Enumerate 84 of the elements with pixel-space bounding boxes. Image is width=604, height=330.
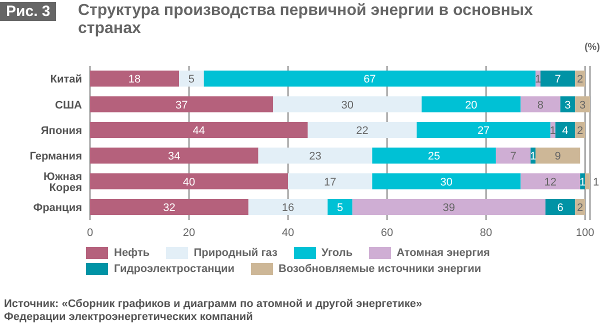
y-tick-label: Франция xyxy=(33,202,82,214)
bar xyxy=(90,173,288,190)
data-label: 3 xyxy=(580,99,586,112)
data-label: 23 xyxy=(309,150,322,163)
bar xyxy=(90,148,258,164)
bar xyxy=(204,70,536,87)
bar xyxy=(416,122,550,138)
bar xyxy=(496,148,531,164)
data-label: 30 xyxy=(341,99,354,112)
bar xyxy=(575,96,590,112)
bar xyxy=(520,96,560,112)
data-label: 44 xyxy=(192,124,206,137)
data-label: 27 xyxy=(477,124,490,137)
data-label: 22 xyxy=(356,124,368,137)
x-tick-label: 100 xyxy=(576,226,594,239)
bar xyxy=(90,70,180,87)
data-label: 8 xyxy=(537,99,544,112)
legend-label: Возобновляемые источники энергии xyxy=(278,263,482,275)
bar xyxy=(372,173,521,190)
data-label: 17 xyxy=(324,176,336,188)
bar xyxy=(540,70,576,87)
bar xyxy=(179,70,204,87)
x-tick-label: 60 xyxy=(380,226,394,239)
x-tick-label: 20 xyxy=(182,226,196,239)
chart-title: Структура производства первичной энергии в основных странах xyxy=(78,2,534,38)
y-tick-label: Китай xyxy=(50,74,82,86)
bar xyxy=(273,96,422,112)
bar xyxy=(352,198,546,215)
bar xyxy=(422,96,521,112)
data-label: 2 xyxy=(577,202,584,214)
bar xyxy=(90,122,308,138)
data-label: 9 xyxy=(554,150,561,163)
bar xyxy=(248,198,328,215)
bar xyxy=(90,96,274,112)
text: Источник: «Сборник графиков и диаграмм по атомной и другой энергетике» xyxy=(4,298,422,311)
legend-label: Нефть xyxy=(113,247,150,259)
bar xyxy=(258,148,372,164)
data-label: 2 xyxy=(577,124,584,137)
bar xyxy=(545,198,576,215)
data-label: 16 xyxy=(282,202,294,214)
data-label: 4 xyxy=(562,124,568,137)
bar xyxy=(308,122,417,138)
y-tick-label: Германия xyxy=(30,150,82,163)
data-label: 37 xyxy=(175,99,188,112)
data-label: 20 xyxy=(465,99,478,112)
bar xyxy=(520,173,580,190)
data-label: 6 xyxy=(557,202,564,214)
data-label: 34 xyxy=(168,150,180,163)
bar xyxy=(328,198,352,215)
x-tick-label: 0 xyxy=(86,226,94,239)
y-tick-label: Южная Корея xyxy=(44,170,82,194)
data-label: 67 xyxy=(364,74,376,86)
data-label: 7 xyxy=(554,74,561,86)
data-label: 25 xyxy=(428,150,440,163)
y-tick-label: США xyxy=(55,99,82,112)
data-label: 5 xyxy=(188,74,195,86)
x-axis-title: (%) xyxy=(584,42,600,53)
data-label: 1 xyxy=(550,124,556,137)
data-label: 39 xyxy=(442,202,456,214)
bar xyxy=(536,148,580,164)
legend-label: Уголь xyxy=(320,247,353,259)
data-label: 30 xyxy=(440,176,453,188)
bar xyxy=(555,122,576,138)
legend-label: Атомная энергия xyxy=(396,247,490,259)
data-label: 5 xyxy=(336,202,344,214)
bar xyxy=(372,148,496,164)
legend-label: Гидроэлектростанции xyxy=(113,263,235,275)
bar xyxy=(585,173,590,190)
data-label: 7 xyxy=(510,150,516,163)
data-label: 12 xyxy=(544,176,557,188)
data-label: 32 xyxy=(163,202,176,214)
data-label: 40 xyxy=(182,176,196,188)
bar xyxy=(90,198,248,215)
x-tick-label: 40 xyxy=(282,226,294,239)
data-label: 18 xyxy=(128,74,141,86)
data-label: 3 xyxy=(564,99,571,112)
x-tick-label: 80 xyxy=(480,226,492,239)
data-label: 1 xyxy=(593,176,600,188)
legend-label: Природный газ xyxy=(192,247,278,259)
text: Федерации электроэнергетических компаний xyxy=(4,311,254,324)
data-label: 2 xyxy=(577,74,584,86)
y-tick-label: Япония xyxy=(40,125,82,138)
bar xyxy=(288,173,372,190)
chart-subtitle: Рис. 3 xyxy=(0,2,56,21)
